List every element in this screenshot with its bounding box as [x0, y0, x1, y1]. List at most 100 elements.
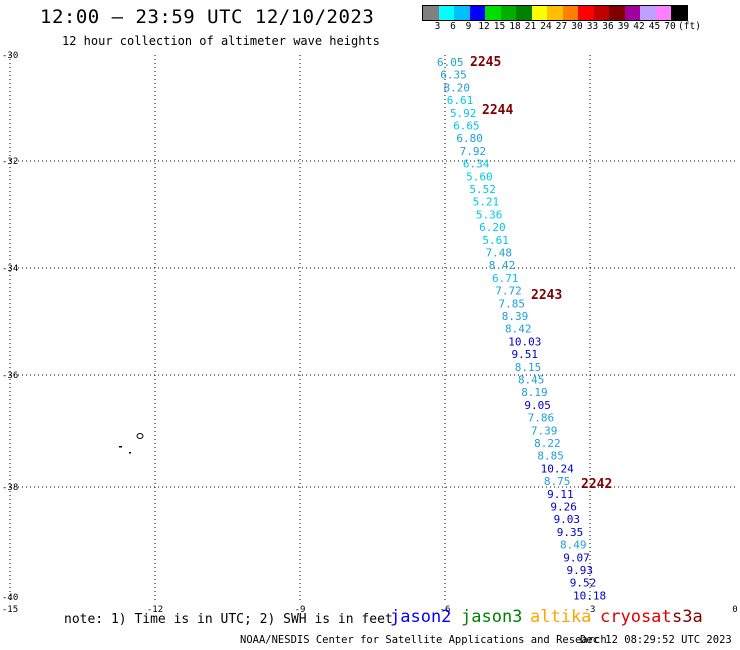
legend-s3a: s3a	[672, 607, 703, 627]
wave-height-value: 8.45	[518, 374, 545, 387]
color-swatch	[516, 6, 532, 20]
wave-height-value: 7.48	[486, 247, 512, 260]
wave-height-value: 10.03	[508, 335, 541, 348]
wave-height-value: 8.15	[515, 361, 542, 374]
color-scale-label: 33	[586, 21, 599, 32]
color-swatch	[485, 6, 501, 20]
wave-height-value: 8.22	[534, 437, 561, 450]
footnote: note: 1) Time is in UTC; 2) SWH is in fe…	[64, 612, 393, 627]
map-subtitle: 12 hour collection of altimeter wave hei…	[62, 34, 380, 48]
wave-height-value: 8.75	[544, 475, 571, 488]
wave-height-value: 9.05	[524, 399, 551, 412]
color-swatch	[671, 6, 687, 20]
wave-height-value: 10.18	[573, 589, 606, 602]
wave-height-value: 5.60	[466, 170, 493, 183]
pass-time-label: 2243	[531, 288, 562, 303]
wave-height-value: 7.72	[495, 285, 522, 298]
altimeter-track: 6.056.358.206.615.926.656.807.926.345.60…	[437, 56, 606, 602]
color-scale-label: 39	[617, 21, 630, 32]
wave-height-value: 8.42	[489, 259, 516, 272]
wave-height-value: 9.11	[547, 488, 574, 501]
generated-timestamp: Dec 12 08:29:52 UTC 2023	[580, 634, 732, 646]
wave-height-value: 6.80	[456, 132, 483, 145]
wave-height-value: 5.36	[476, 208, 503, 221]
color-scale-label: 45	[648, 21, 661, 32]
lon-tick-label: -6	[440, 605, 451, 615]
pass-time-label: 2244	[482, 103, 513, 118]
color-swatch	[423, 6, 439, 20]
island-outline	[119, 433, 144, 454]
wave-height-value: 8.20	[443, 81, 470, 94]
color-scale-label: 30	[571, 21, 583, 32]
color-swatch	[578, 6, 594, 20]
color-swatch	[531, 6, 547, 20]
color-swatch	[562, 6, 578, 20]
wave-height-value: 9.35	[557, 526, 584, 539]
color-scale-label: 9	[465, 21, 472, 32]
color-swatch	[609, 6, 625, 20]
color-scale-label: 15	[493, 21, 506, 32]
color-scale-label: 6	[450, 21, 456, 32]
wave-height-value: 5.52	[469, 183, 496, 196]
wave-height-value: 8.19	[521, 386, 548, 399]
lat-tick-label: -36	[2, 371, 18, 381]
wave-height-value: 8.39	[502, 310, 529, 323]
wave-height-value: 7.85	[499, 297, 526, 310]
color-scale-bar	[422, 5, 688, 21]
color-swatch	[547, 6, 563, 20]
color-swatch	[438, 6, 454, 20]
wave-height-value: 6.05	[437, 56, 464, 69]
wave-height-value: 6.71	[492, 272, 519, 285]
wave-height-value: 7.86	[528, 412, 555, 425]
lat-tick-label: -38	[2, 483, 18, 493]
map-title: 12:00 – 23:59 UTC 12/10/2023	[40, 6, 375, 28]
lat-tick-label: -34	[2, 264, 18, 274]
color-scale-label: 27	[555, 21, 568, 32]
color-scale-label: 18	[509, 21, 521, 32]
lon-tick-label: -9	[295, 605, 306, 615]
lat-tick-label: -30	[2, 51, 18, 61]
legend-altika: altika	[530, 607, 592, 627]
color-swatch	[454, 6, 470, 20]
axis-tick-labels: -15 -12 -9 -6 -3 0-30-32-34-36-38-40	[2, 51, 738, 615]
lon-tick-label: -3	[585, 605, 596, 615]
lat-lon-grid	[9, 55, 735, 600]
legend-jason2: jason2	[390, 607, 452, 627]
wave-height-value: 6.61	[447, 94, 474, 107]
wave-height-value: 5.92	[450, 107, 477, 120]
wave-height-value: 5.21	[473, 196, 500, 209]
wave-height-value: 9.51	[511, 348, 538, 361]
wave-height-value: 6.65	[453, 120, 480, 133]
color-swatch	[469, 6, 485, 20]
color-swatch	[624, 6, 640, 20]
wave-height-value: 8.49	[560, 539, 587, 552]
color-scale-label: 24	[540, 21, 552, 32]
color-scale-label: 70	[664, 21, 676, 32]
color-swatch	[500, 6, 516, 20]
wave-height-value: 8.42	[505, 323, 532, 336]
lat-tick-label: -40	[2, 593, 18, 603]
wave-height-value: 8.85	[537, 450, 564, 463]
wave-height-value: 7.39	[531, 424, 558, 437]
lon-tick-label: 0	[732, 605, 737, 615]
wave-height-value: 9.26	[550, 501, 577, 514]
color-scale-label: 12	[478, 21, 490, 32]
color-swatch	[593, 6, 609, 20]
lat-tick-label: -32	[2, 157, 18, 167]
wave-height-value: 9.93	[567, 564, 594, 577]
legend-jason3: jason3	[461, 607, 523, 627]
wave-height-value: 7.92	[460, 145, 487, 158]
pass-time-label: 2245	[470, 55, 501, 70]
lon-tick-label: -12	[147, 605, 163, 615]
wave-height-value: 5.61	[482, 234, 509, 247]
color-scale-label: 36	[602, 21, 614, 32]
lon-tick-label: -15	[2, 605, 18, 615]
wave-height-value: 6.35	[440, 69, 467, 82]
credit-line: NOAA/NESDIS Center for Satellite Applica…	[240, 634, 607, 646]
color-scale-label: (ft)	[678, 21, 701, 32]
legend-cryosat: cryosat	[600, 607, 672, 627]
pass-time-label: 2242	[581, 477, 612, 492]
pass-time-labels: 2245 2244 2243 2242	[470, 55, 612, 492]
wave-height-value: 10.24	[541, 462, 574, 475]
